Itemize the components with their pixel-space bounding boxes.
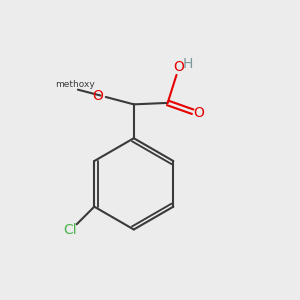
Text: Cl: Cl	[63, 223, 77, 237]
Text: O: O	[173, 60, 184, 74]
Text: methoxy: methoxy	[55, 80, 95, 89]
Text: O: O	[92, 88, 103, 103]
Text: O: O	[194, 106, 205, 120]
Text: H: H	[182, 57, 193, 71]
